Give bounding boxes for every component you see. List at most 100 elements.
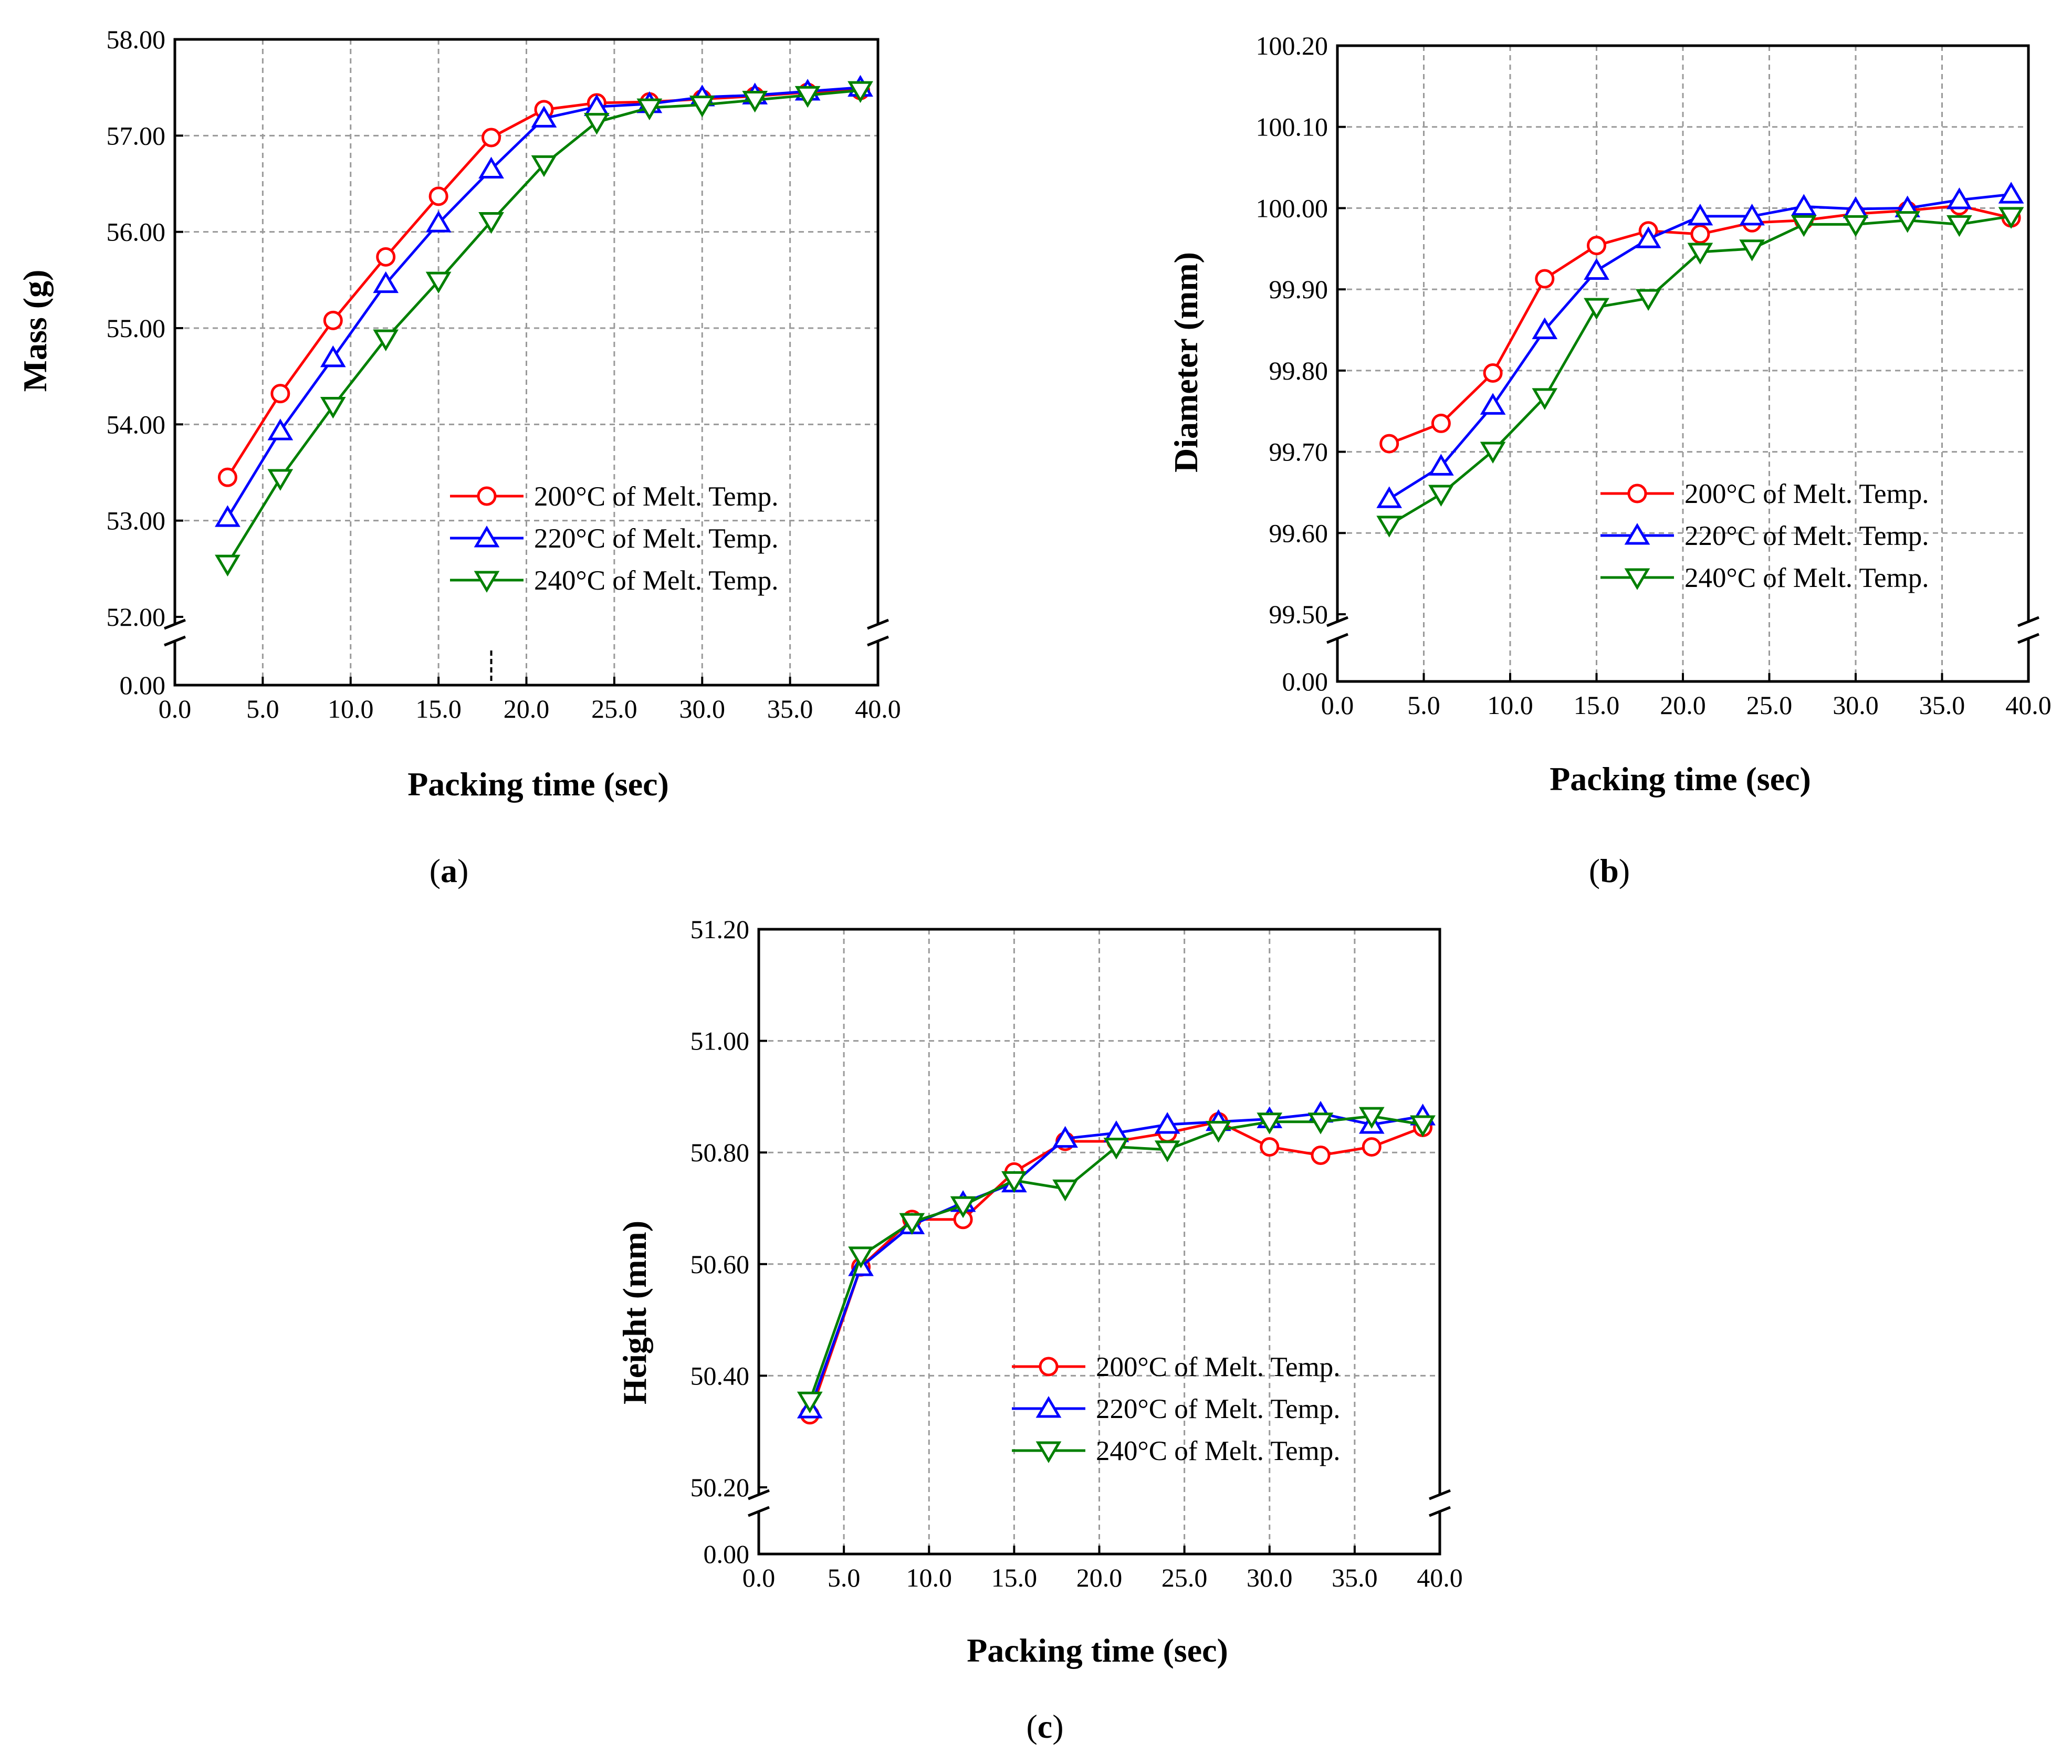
marker-triangle-down: [1410, 1115, 1436, 1137]
axis-break-mark: [164, 635, 186, 647]
marker-triangle-down: [899, 1213, 925, 1235]
marker-triangle-down: [425, 271, 452, 294]
y-tick-label: 99.90: [1269, 275, 1328, 304]
marker-circle: [1039, 1357, 1059, 1377]
marker-triangle-down: [1998, 207, 2024, 229]
y-tick-label: 99.70: [1269, 437, 1328, 467]
axis-break-mark: [1326, 633, 1348, 644]
axis-break-gap: [1432, 1496, 1447, 1510]
x-tick-label: 35.0: [767, 694, 813, 723]
y-tick-label: 50.60: [690, 1250, 750, 1279]
x-tick-label: 5.0: [246, 694, 279, 723]
marker-triangle-down: [1687, 243, 1713, 265]
marker-triangle-up: [1154, 1112, 1180, 1134]
x-tick-label: 0.0: [159, 694, 192, 723]
y-tick-label: 100.20: [1256, 31, 1328, 60]
legend-entry: 240°C of Melt. Temp.: [1600, 563, 1929, 593]
marker-triangle-down: [689, 96, 715, 118]
marker-triangle-up: [215, 505, 240, 527]
y-tick-label: 55.00: [107, 313, 166, 343]
x-tick-label: 0.0: [742, 1563, 776, 1592]
legend-label: 200°C of Melt. Temp.: [534, 481, 779, 512]
y-tick-label: 100.00: [1256, 193, 1328, 223]
y-tick-label: 0.00: [120, 670, 166, 700]
y-axis-title: Mass (g): [16, 270, 54, 392]
marker-triangle-up: [373, 271, 399, 293]
x-tick-label: 25.0: [591, 694, 637, 723]
y-tick-label: 99.80: [1269, 356, 1328, 385]
legend-label: 220°C of Melt. Temp.: [1096, 1394, 1341, 1424]
marker-triangle-down: [373, 329, 399, 352]
marker-triangle-down: [742, 91, 768, 113]
marker-triangle-down: [1257, 1112, 1283, 1135]
marker-triangle-up: [1584, 258, 1609, 280]
marker-triangle-up: [478, 156, 504, 178]
marker-triangle-down: [1052, 1179, 1079, 1202]
marker-circle: [1260, 1137, 1280, 1157]
x-tick-label: 40.0: [2005, 690, 2052, 720]
marker-triangle-up: [1480, 393, 1506, 415]
y-tick-label: 58.00: [107, 25, 166, 54]
y-tick-label: 50.80: [690, 1138, 750, 1167]
marker-circle: [1587, 236, 1606, 256]
marker-triangle-up: [1998, 182, 2024, 204]
marker-circle: [477, 486, 497, 506]
x-tick-label: 15.0: [991, 1563, 1038, 1592]
axis-break-mark: [164, 618, 186, 630]
marker-triangle-down: [1532, 388, 1558, 410]
marker-circle: [217, 467, 237, 487]
marker-circle: [1431, 413, 1451, 433]
series-line: [226, 86, 861, 519]
marker-triangle-up: [1532, 317, 1558, 339]
axis-break-mark: [2017, 633, 2039, 644]
x-tick-label: 10.0: [1487, 690, 1533, 720]
axis-break-mark: [748, 1489, 770, 1500]
legend-entry: 240°C of Melt. Temp.: [1012, 1436, 1341, 1466]
axis-break-mark: [867, 635, 889, 647]
marker-circle: [482, 128, 501, 148]
marker-triangle-down: [950, 1196, 976, 1219]
x-tick-label: 30.0: [1833, 690, 1879, 720]
y-tick-label: 56.00: [107, 217, 166, 247]
x-tick-label: 15.0: [415, 694, 462, 723]
marker-circle: [1483, 363, 1503, 383]
axis-break-gap: [168, 625, 182, 640]
marker-circle: [1627, 484, 1647, 503]
legend-label: 240°C of Melt. Temp.: [1684, 563, 1929, 593]
marker-triangle-down: [1001, 1171, 1027, 1193]
y-tick-label: 51.00: [690, 1026, 750, 1056]
x-tick-label: 0.0: [1321, 690, 1354, 720]
x-tick-label: 5.0: [1407, 690, 1440, 720]
marker-triangle-up: [1052, 1126, 1079, 1148]
x-tick-label: 35.0: [1919, 690, 1965, 720]
x-tick-label: 25.0: [1161, 1563, 1208, 1592]
marker-triangle-down: [1635, 289, 1661, 311]
marker-circle: [323, 310, 343, 330]
y-axis-title: Height (mm): [616, 1221, 653, 1404]
marker-triangle-down: [636, 98, 663, 121]
legend-label: 200°C of Melt. Temp.: [1684, 479, 1929, 509]
panel-mass-chart: Mass (g) Packing time (sec) (a) 0.0 5.0 10…: [16, 25, 901, 889]
marker-triangle-down: [1035, 1441, 1062, 1463]
y-tick-label: 100.10: [1256, 112, 1328, 142]
marker-circle: [1362, 1137, 1382, 1157]
legend-entry: 200°C of Melt. Temp.: [1012, 1352, 1341, 1382]
marker-triangle-up: [1624, 523, 1650, 545]
x-tick-label: 15.0: [1574, 690, 1620, 720]
panel-label: (c): [1026, 1708, 1063, 1745]
panel-height-chart: Height (mm) Packing time (sec) (c) 0.0 5.…: [616, 915, 1463, 1745]
x-tick-label: 25.0: [1746, 690, 1793, 720]
legend-entry: 200°C of Melt. Temp.: [1600, 479, 1929, 509]
x-tick-label: 10.0: [906, 1563, 953, 1592]
marker-triangle-down: [1791, 215, 1817, 237]
axis-break-mark: [1326, 616, 1348, 627]
marker-triangle-down: [848, 1246, 874, 1268]
axis-break-gap: [2021, 623, 2036, 637]
panel-label: (b): [1589, 852, 1630, 889]
x-axis-title: Packing time (sec): [1550, 760, 1811, 797]
legend-entry: 200°C of Melt. Temp.: [450, 481, 779, 512]
y-tick-label: 0.00: [1282, 667, 1328, 696]
marker-circle: [270, 384, 290, 404]
marker-triangle-down: [1584, 298, 1609, 320]
